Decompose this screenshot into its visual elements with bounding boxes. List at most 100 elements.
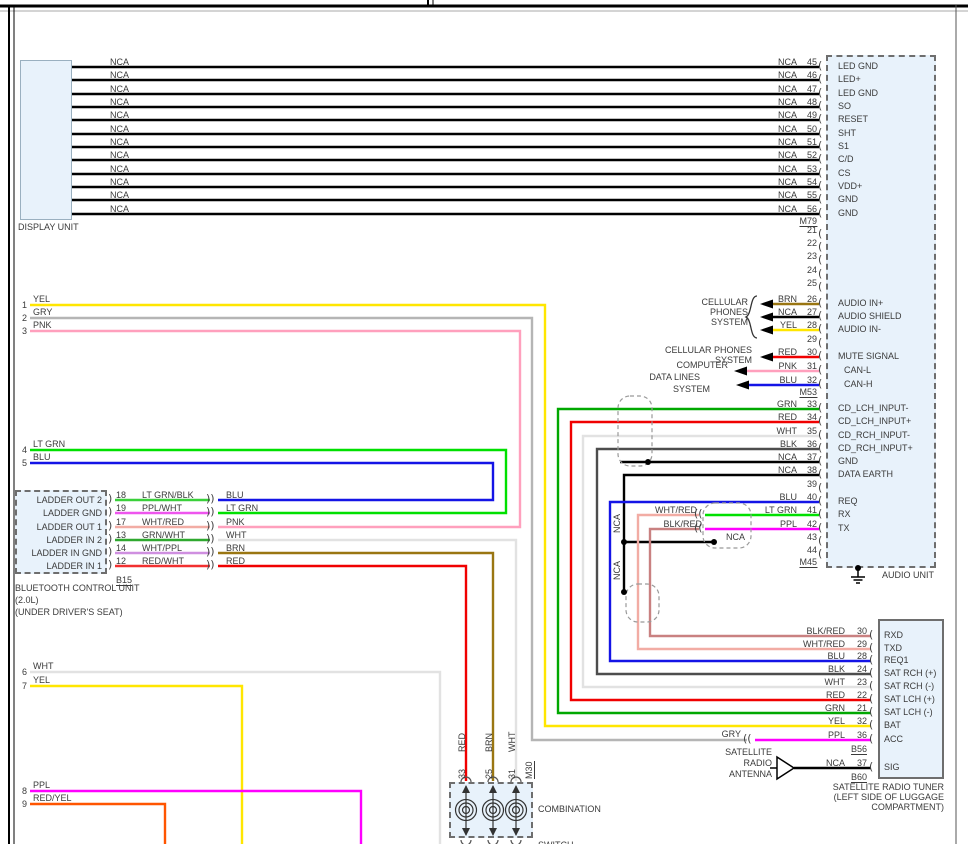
label-ppl: PPL — [779, 519, 797, 529]
wire-wire4-ltgrn — [30, 448, 508, 515]
label-47: 47 — [806, 84, 817, 94]
label-red: RED — [226, 556, 246, 566]
connector-mark-icon: ( — [818, 454, 823, 467]
label-30: 30 — [806, 347, 817, 357]
label-nca: NCA — [110, 164, 130, 174]
label-26: 26 — [806, 294, 817, 304]
label-7: 7 — [21, 681, 27, 691]
label-nca: NCA — [110, 150, 130, 160]
label-1: 1 — [21, 300, 27, 310]
wire-cd-lch-neg-grn — [556, 407, 871, 715]
label-red-yel: RED/YEL — [33, 793, 72, 803]
label-6: 6 — [21, 667, 27, 677]
connector-mark-icon: ( — [869, 760, 874, 773]
label-nca: NCA — [612, 513, 622, 533]
connector-mark-icon: ( — [818, 467, 823, 480]
connector-mark-icon: ( — [818, 240, 823, 253]
label-req1: REQ1 — [884, 655, 909, 665]
label-37: 37 — [806, 452, 817, 462]
label-36: 36 — [806, 439, 817, 449]
connector-mark-icon: ( — [818, 206, 823, 219]
label-23: 23 — [806, 251, 817, 261]
connector-mark-icon: ( — [869, 692, 874, 705]
label-32: 32 — [806, 375, 817, 385]
label-33: 33 — [806, 399, 817, 409]
arrow-up-icon — [489, 785, 497, 793]
connector-mark-icon: ) — [108, 558, 113, 571]
connector-mark-icon: ( — [818, 363, 823, 376]
label-nca: NCA — [725, 532, 745, 542]
label-38: 38 — [806, 465, 817, 475]
wire-cd-lch-pos-red — [569, 420, 871, 702]
shield-tube-icon-3 — [625, 583, 660, 623]
label-lt-grn-blk: LT GRN/BLK — [142, 490, 194, 500]
pin-arc-icon — [487, 839, 499, 844]
shield-tube-icon-1 — [617, 395, 653, 467]
label-wht-red: WHT/RED — [803, 639, 845, 649]
label-35: 35 — [806, 426, 817, 436]
label-reset: RESET — [838, 114, 869, 124]
connector-mark-icon: )) — [206, 532, 215, 545]
label-45: 45 — [806, 57, 817, 67]
label-gnd: GND — [838, 208, 858, 218]
spiral-cable-icon — [511, 805, 521, 815]
label-gry: GRY — [721, 729, 741, 739]
label-27: 27 — [806, 307, 817, 317]
pin-arc-icon — [460, 776, 472, 783]
label-acc: ACC — [884, 734, 904, 744]
label-42: 42 — [806, 519, 817, 529]
label-system: SYSTEM — [672, 384, 710, 394]
label-2: 2 — [21, 313, 27, 323]
label-nca: NCA — [777, 190, 797, 200]
connector-mark-icon: ( — [818, 86, 823, 99]
combination-switch-label: COMBINATION SWITCH (SPIRAL CABLE) (IN ST… — [538, 804, 601, 844]
connector-mark-icon: ( — [869, 718, 874, 731]
label-wht: WHT — [33, 661, 54, 671]
label-52: 52 — [806, 150, 817, 160]
label-nca: NCA — [110, 97, 130, 107]
audio-unit-label: AUDIO UNIT — [881, 570, 934, 580]
connector-mark-icon: ( — [818, 547, 823, 560]
spiral-cable-icon — [488, 805, 498, 815]
label-blu: BLU — [827, 651, 845, 661]
label-blk: BLK — [827, 664, 845, 674]
label-nca: NCA — [777, 452, 797, 462]
offpage-arrow-icon-5 — [734, 366, 747, 376]
label-nca: NCA — [825, 758, 845, 768]
offpage-arrow-icon-4 — [760, 352, 773, 362]
label-nca: NCA — [612, 560, 622, 580]
connector-mark-icon: ) — [108, 545, 113, 558]
label-39: 39 — [806, 479, 817, 489]
connector-mark-icon: )) — [206, 558, 215, 571]
label-sat-lch-+-: SAT LCH (+) — [884, 694, 935, 704]
label-nca: NCA — [110, 57, 130, 67]
label-28: 28 — [856, 651, 867, 661]
arrow-down-icon — [462, 828, 470, 836]
connector-mark-icon: ( — [818, 481, 823, 494]
connector-mark-icon: ( — [818, 267, 823, 280]
label-grn: GRN — [825, 703, 845, 713]
label-blu: BLU — [779, 492, 797, 502]
arrow-down-icon — [489, 828, 497, 836]
label-m53: M53 — [799, 387, 817, 398]
label-sat-rch-+-: SAT RCH (+) — [884, 668, 937, 678]
label-18: 18 — [116, 490, 127, 500]
label-data-lines: DATA LINES — [649, 372, 700, 382]
label-brn: BRN — [226, 543, 246, 553]
arrow-up-icon — [512, 785, 520, 793]
label-cellular: CELLULAR — [701, 297, 748, 307]
connector-mark-icon: ( — [818, 336, 823, 349]
label-led-gnd: LED GND — [838, 61, 879, 71]
label-43: 43 — [806, 532, 817, 542]
label-nca: NCA — [777, 70, 797, 80]
arrow-down-icon — [512, 828, 520, 836]
label-46: 46 — [806, 70, 817, 80]
bluetooth-unit-label: BLUETOOTH CONTROL UNIT — [15, 583, 140, 593]
wire-wire7-yel — [30, 684, 244, 844]
label-30: 30 — [856, 626, 867, 636]
connector-mark-icon: ( — [818, 494, 823, 507]
label-led-gnd: LED GND — [838, 88, 879, 98]
connector-mark-icon: ( — [869, 705, 874, 718]
label-gnd: GND — [838, 456, 858, 466]
connector-mark-icon: ( — [818, 507, 823, 520]
